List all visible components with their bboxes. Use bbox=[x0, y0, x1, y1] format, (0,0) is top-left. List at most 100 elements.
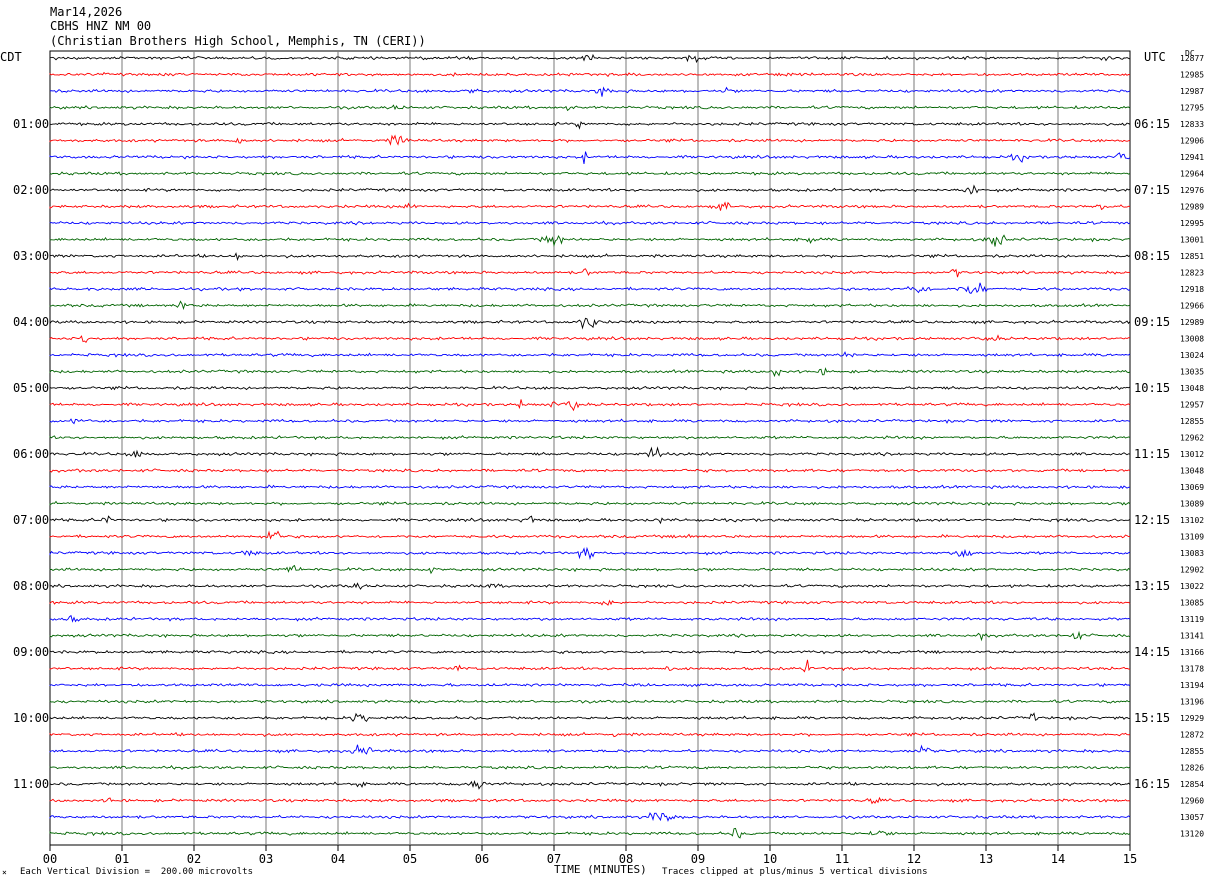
trace-row-43 bbox=[49, 744, 1131, 755]
left-hour-label: 04:00 bbox=[13, 315, 49, 329]
dc-offset-label: 12957 bbox=[1180, 401, 1204, 410]
dc-offset-label: 12964 bbox=[1180, 170, 1204, 179]
trace-row-14 bbox=[49, 268, 1131, 278]
dc-offset-label: 13008 bbox=[1180, 335, 1204, 344]
trace-row-41 bbox=[49, 712, 1131, 722]
dc-offset-label: 13085 bbox=[1180, 599, 1204, 608]
trace-row-16 bbox=[49, 300, 1131, 311]
dc-offset-label: 12985 bbox=[1180, 71, 1204, 80]
trace-row-28 bbox=[49, 500, 1131, 507]
dc-offset-label: 13048 bbox=[1180, 384, 1204, 393]
dc-offset-label: 12995 bbox=[1180, 219, 1204, 228]
dc-offset-label: 13119 bbox=[1180, 615, 1204, 624]
trace-row-35 bbox=[49, 614, 1131, 623]
trace-row-39 bbox=[49, 682, 1131, 688]
trace-row-7 bbox=[49, 151, 1131, 164]
right-hour-label: 08:15 bbox=[1134, 249, 1170, 263]
trace-row-10 bbox=[49, 201, 1131, 211]
trace-row-19 bbox=[49, 351, 1131, 358]
trace-row-3 bbox=[49, 86, 1131, 97]
trace-row-11 bbox=[49, 220, 1131, 226]
trace-row-23 bbox=[49, 418, 1131, 425]
left-hour-label: 10:00 bbox=[13, 711, 49, 725]
dc-offset-label: 13120 bbox=[1180, 830, 1204, 839]
dc-offset-label: 12906 bbox=[1180, 137, 1204, 146]
dc-label: DC bbox=[1185, 49, 1195, 58]
dc-offset-label: 12960 bbox=[1180, 797, 1204, 806]
plot-frame bbox=[49, 50, 1131, 846]
trace-row-17 bbox=[49, 317, 1131, 330]
right-hour-label: 14:15 bbox=[1134, 645, 1170, 659]
left-hour-label: 08:00 bbox=[13, 579, 49, 593]
right-hour-label: 11:15 bbox=[1134, 447, 1170, 461]
trace-row-2 bbox=[49, 71, 1131, 78]
trace-row-8 bbox=[49, 171, 1131, 176]
x-tick-label: 11 bbox=[835, 852, 849, 866]
right-hour-label: 15:15 bbox=[1134, 711, 1170, 725]
x-tick-label: 05 bbox=[403, 852, 417, 866]
dc-offset-label: 12877 bbox=[1180, 54, 1204, 63]
trace-row-48 bbox=[49, 827, 1131, 839]
right-hour-label: 09:15 bbox=[1134, 315, 1170, 329]
dc-offset-label: 13109 bbox=[1180, 533, 1204, 542]
trace-row-45 bbox=[49, 780, 1131, 790]
dc-offset-label: 13194 bbox=[1180, 681, 1204, 690]
trace-row-4 bbox=[49, 104, 1131, 112]
trace-row-31 bbox=[49, 546, 1131, 560]
trace-row-36 bbox=[49, 630, 1131, 642]
right-hour-label: 07:15 bbox=[1134, 183, 1170, 197]
right-hour-label: 10:15 bbox=[1134, 381, 1170, 395]
dc-offset-label: 12989 bbox=[1180, 318, 1204, 327]
dc-offset-label: 12941 bbox=[1180, 153, 1204, 162]
trace-row-5 bbox=[49, 121, 1131, 130]
left-hour-label: 05:00 bbox=[13, 381, 49, 395]
dc-offset-label: 12833 bbox=[1180, 120, 1204, 129]
footer-scale-note: Each Vertical Division = 200.00 microvol… bbox=[20, 867, 253, 877]
dc-offset-label: 12989 bbox=[1180, 203, 1204, 212]
dc-offset-label: 12929 bbox=[1180, 714, 1204, 723]
dc-offset-label: 12962 bbox=[1180, 434, 1204, 443]
left-hour-label: 01:00 bbox=[13, 117, 49, 131]
dc-offset-label: 12902 bbox=[1180, 566, 1204, 575]
trace-row-1 bbox=[49, 53, 1131, 64]
x-tick-label: 03 bbox=[259, 852, 273, 866]
left-hour-label: 11:00 bbox=[13, 777, 49, 791]
right-hour-label: 16:15 bbox=[1134, 777, 1170, 791]
left-hour-label: 03:00 bbox=[13, 249, 49, 263]
dc-offset-label: 13089 bbox=[1180, 500, 1204, 509]
dc-offset-label: 13178 bbox=[1180, 665, 1204, 674]
dc-offset-label: 12855 bbox=[1180, 747, 1204, 756]
header-station: CBHS HNZ NM 00 bbox=[50, 19, 152, 33]
left-hour-label: 06:00 bbox=[13, 447, 49, 461]
dc-offset-label: 12795 bbox=[1180, 104, 1204, 113]
right-hour-label: 06:15 bbox=[1134, 117, 1170, 131]
dc-offset-label: 13069 bbox=[1180, 483, 1204, 492]
trace-row-13 bbox=[49, 252, 1131, 262]
trace-row-40 bbox=[49, 699, 1131, 704]
trace-row-12 bbox=[49, 234, 1131, 247]
dc-offset-label: 12918 bbox=[1180, 285, 1204, 294]
dc-offset-label: 13166 bbox=[1180, 648, 1204, 657]
dc-offset-label: 13102 bbox=[1180, 516, 1204, 525]
trace-row-27 bbox=[49, 484, 1131, 490]
left-hour-label: 07:00 bbox=[13, 513, 49, 527]
dc-offset-label: 12851 bbox=[1180, 252, 1204, 261]
x-tick-label: 15 bbox=[1123, 852, 1137, 866]
trace-row-9 bbox=[49, 184, 1131, 195]
right-hour-label: 12:15 bbox=[1134, 513, 1170, 527]
dc-offset-label: 13057 bbox=[1180, 813, 1204, 822]
x-tick-label: 10 bbox=[763, 852, 777, 866]
dc-offset-label: 12826 bbox=[1180, 764, 1204, 773]
header-location: (Christian Brothers High School, Memphis… bbox=[50, 34, 426, 48]
dc-offset-label: 13024 bbox=[1180, 351, 1204, 360]
footer-clip-note: Traces clipped at plus/minus 5 vertical … bbox=[662, 867, 928, 877]
x-tick-label: 02 bbox=[187, 852, 201, 866]
dc-offset-label: 13035 bbox=[1180, 368, 1204, 377]
footer-mark: × bbox=[2, 868, 7, 877]
trace-row-6 bbox=[49, 134, 1131, 146]
dc-offset-label: 12966 bbox=[1180, 302, 1204, 311]
dc-offset-label: 12823 bbox=[1180, 269, 1204, 278]
header-date: Mar14,2026 bbox=[50, 5, 123, 19]
dc-offset-label: 13196 bbox=[1180, 698, 1204, 707]
